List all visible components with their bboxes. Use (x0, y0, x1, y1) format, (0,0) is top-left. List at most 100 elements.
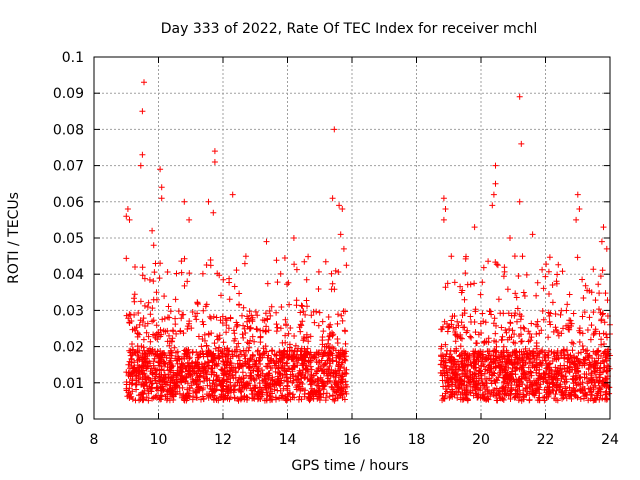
data-point (477, 368, 484, 375)
data-point (175, 308, 182, 315)
data-point (494, 397, 501, 404)
data-point (518, 331, 524, 338)
data-point (557, 350, 564, 357)
data-point-outlier (137, 162, 144, 169)
data-point (505, 353, 512, 360)
data-point-outlier (598, 238, 605, 245)
data-point (156, 275, 163, 282)
data-point (467, 390, 474, 397)
y-tick-label: 0.01 (53, 376, 84, 392)
data-point (246, 325, 253, 332)
data-point (152, 377, 159, 384)
data-point (246, 364, 253, 371)
data-point (222, 367, 229, 374)
data-point (574, 254, 581, 261)
data-point (249, 316, 256, 323)
data-point (259, 354, 266, 361)
data-point (502, 327, 509, 334)
data-point (267, 312, 274, 319)
data-point (557, 381, 564, 388)
data-point (526, 397, 533, 404)
data-point (334, 340, 341, 346)
data-point-outlier (490, 191, 497, 198)
data-point (498, 324, 505, 331)
data-point (147, 311, 154, 318)
data-point (249, 333, 256, 340)
data-point (585, 378, 592, 385)
data-point (573, 382, 580, 389)
data-point (602, 391, 609, 398)
data-point (495, 296, 502, 303)
data-point (598, 317, 605, 324)
data-point (560, 325, 566, 332)
data-point (458, 319, 465, 326)
data-point (286, 390, 293, 397)
data-point (166, 359, 173, 366)
data-point (141, 275, 148, 282)
data-point (586, 362, 592, 369)
data-point (480, 318, 487, 325)
data-point (573, 375, 580, 382)
data-point (579, 330, 586, 337)
data-point (267, 397, 274, 404)
data-point (550, 376, 557, 383)
data-point (281, 377, 288, 384)
data-point (481, 338, 488, 345)
data-point (579, 379, 586, 386)
data-point (132, 397, 139, 404)
data-point (174, 367, 181, 374)
data-point-outlier (157, 166, 164, 173)
data-point (289, 366, 296, 372)
data-point (463, 392, 470, 399)
data-point (325, 340, 331, 347)
data-point (206, 391, 213, 398)
data-point (150, 296, 157, 303)
data-point (277, 325, 284, 332)
y-tick-label: 0.02 (53, 340, 84, 356)
data-point (180, 330, 187, 337)
data-point (297, 309, 304, 316)
data-point (454, 394, 461, 401)
data-point (263, 363, 270, 370)
data-point (129, 377, 136, 384)
data-point (303, 276, 310, 283)
data-point (471, 356, 478, 363)
data-point (450, 325, 457, 332)
data-point (241, 260, 248, 267)
data-point (145, 363, 152, 370)
data-point (189, 367, 196, 374)
data-point (597, 360, 604, 367)
data-point (568, 339, 575, 346)
data-point (337, 364, 344, 370)
data-point (468, 319, 474, 325)
data-point (338, 385, 345, 392)
data-point (211, 392, 218, 399)
data-point (313, 382, 320, 389)
data-point (282, 316, 289, 323)
data-point (474, 394, 481, 401)
data-point (275, 369, 282, 376)
data-point (240, 304, 247, 311)
data-point (511, 331, 518, 338)
data-point (305, 253, 312, 260)
data-point (166, 332, 172, 339)
data-point (131, 295, 137, 302)
data-point (190, 379, 197, 386)
data-point (223, 371, 230, 378)
data-point (484, 356, 490, 363)
data-point (201, 360, 208, 367)
data-point (456, 381, 463, 388)
data-point (151, 365, 158, 372)
data-point (500, 397, 507, 403)
data-point (470, 348, 477, 355)
data-point (254, 312, 261, 319)
data-point (240, 334, 247, 341)
data-point (320, 386, 327, 393)
data-point (252, 385, 259, 392)
data-point (246, 340, 252, 347)
data-point (463, 329, 470, 336)
data-point (541, 370, 547, 377)
data-point (534, 279, 541, 286)
data-point (543, 360, 550, 367)
data-point (551, 373, 558, 380)
